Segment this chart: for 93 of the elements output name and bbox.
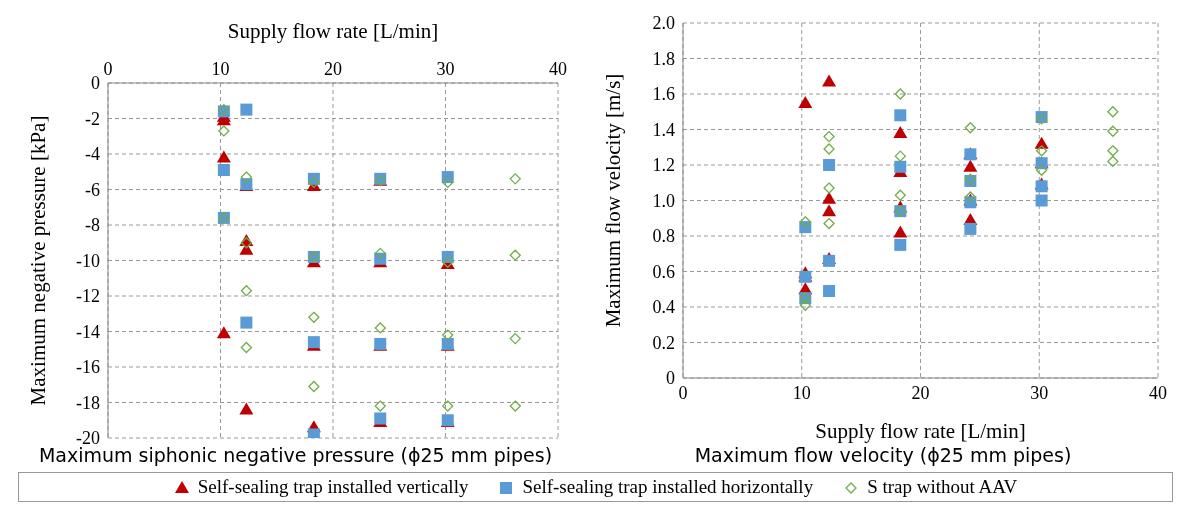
point <box>964 122 977 134</box>
x-tick-label: 20 <box>324 59 342 79</box>
y-tick-label: 0.8 <box>652 226 675 247</box>
y-tick-label: 1.8 <box>652 48 675 69</box>
y-tick-label: -4 <box>85 144 100 165</box>
y-tick-label: -6 <box>85 179 100 200</box>
point <box>1107 155 1119 168</box>
x-tick-label: 10 <box>792 382 811 403</box>
y-tick-label: 1.4 <box>652 119 675 140</box>
point <box>894 88 906 100</box>
y-tick-label: -10 <box>76 250 100 271</box>
point <box>822 191 837 204</box>
point <box>240 316 253 329</box>
y-tick-label: 0.6 <box>652 261 675 282</box>
point <box>894 189 906 201</box>
point <box>374 322 386 334</box>
x-tick-label: 0 <box>103 59 113 79</box>
y-tick-label: 0.2 <box>652 332 675 353</box>
y-tick-label: 1.0 <box>652 190 675 211</box>
point <box>823 130 835 143</box>
point <box>240 103 253 116</box>
point <box>442 400 454 412</box>
x-tick-label: 30 <box>436 59 455 79</box>
x-tick-label: 0 <box>678 382 688 403</box>
point <box>217 163 230 176</box>
point <box>823 159 836 171</box>
point <box>308 311 320 323</box>
x-tick-label: 10 <box>211 59 230 79</box>
y-axis-title: Maximum flow velocity [m/s] <box>601 73 626 328</box>
text: Maximum flow velocity (ϕ25 mm pipes) <box>693 444 1073 466</box>
point <box>894 150 906 162</box>
y-tick-label: -18 <box>76 392 100 413</box>
point <box>823 182 835 194</box>
point <box>1107 125 1119 137</box>
point <box>894 238 907 251</box>
point <box>216 150 231 163</box>
point <box>893 126 908 139</box>
y-tick-label: -8 <box>85 215 100 236</box>
point <box>442 176 454 189</box>
point <box>893 225 908 238</box>
point <box>240 341 253 354</box>
point <box>240 285 253 297</box>
y-tick-label: 0 <box>91 73 100 94</box>
text: Maximum siphonic negative pressure (ϕ25 mm pipes) <box>37 444 554 466</box>
point <box>509 173 521 185</box>
point <box>218 125 230 137</box>
x-axis-title: Supply flow rate [L/min] <box>227 18 439 43</box>
y-tick-label: -14 <box>76 321 100 342</box>
point <box>963 159 978 172</box>
y-tick-label: 1.6 <box>652 84 675 105</box>
point <box>374 247 386 260</box>
point <box>964 222 977 235</box>
point <box>823 143 835 155</box>
point <box>216 326 231 339</box>
point <box>822 204 837 217</box>
point <box>798 95 813 108</box>
legend-label: Self-sealing trap installed horizontally <box>521 476 814 498</box>
x-tick-label: 30 <box>1030 382 1049 403</box>
point <box>374 400 386 412</box>
point <box>799 216 811 228</box>
point <box>1035 164 1048 176</box>
y-tick-label: 2.0 <box>652 13 675 34</box>
y-tick-label: -2 <box>85 108 100 129</box>
y-tick-label: 0 <box>666 368 675 389</box>
point <box>240 171 253 183</box>
x-axis-title: Supply flow rate [L/min] <box>815 419 1026 443</box>
point <box>894 160 907 173</box>
x-tick-label: 40 <box>549 59 567 79</box>
point <box>799 299 811 311</box>
point <box>509 249 521 261</box>
point <box>307 428 320 438</box>
point <box>1035 194 1048 207</box>
y-tick-label: 1.2 <box>652 155 675 176</box>
point <box>1107 145 1119 157</box>
point <box>239 402 254 415</box>
x-tick-label: 20 <box>911 382 930 403</box>
point <box>308 380 320 393</box>
y-tick-label: -12 <box>76 286 100 307</box>
point <box>442 329 454 341</box>
point <box>823 217 835 230</box>
point <box>509 400 521 412</box>
y-tick-label: -16 <box>76 357 100 378</box>
legend-label: Self-sealing trap installed vertically <box>196 476 469 498</box>
point <box>822 74 837 87</box>
y-tick-label: 0.4 <box>652 297 675 318</box>
point <box>1107 106 1119 118</box>
point <box>894 109 907 122</box>
point <box>823 285 836 298</box>
y-axis-title: Maximum negative pressure [kPa] <box>26 115 51 406</box>
point <box>509 332 521 345</box>
point <box>1035 145 1048 157</box>
legend-label: S trap without AAV <box>866 476 1018 498</box>
x-tick-label: 40 <box>1149 382 1167 403</box>
